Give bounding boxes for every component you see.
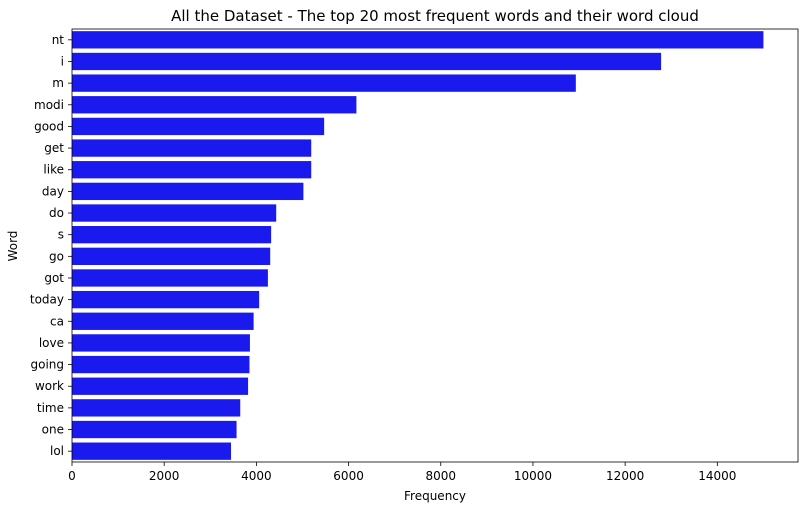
x-axis-label: Frequency bbox=[404, 489, 466, 503]
y-tick-label: love bbox=[39, 336, 64, 350]
bar-do bbox=[72, 204, 277, 222]
bar-today bbox=[72, 290, 260, 309]
y-tick-label: today bbox=[30, 293, 64, 307]
bar-work bbox=[72, 377, 249, 395]
y-tick-label: time bbox=[37, 401, 64, 415]
y-axis-label: Word bbox=[6, 231, 20, 262]
bars-group bbox=[72, 31, 764, 460]
x-axis-ticks: 0 2000 4000 6000 8000 10000 12000 14000 bbox=[68, 462, 736, 483]
y-tick-label: like bbox=[43, 163, 64, 177]
bar-good bbox=[72, 117, 325, 136]
x-tick-label: 2000 bbox=[149, 469, 180, 483]
y-tick-label: go bbox=[49, 249, 64, 263]
y-tick-label: ca bbox=[50, 314, 64, 328]
bar-get bbox=[72, 139, 312, 157]
bar-s bbox=[72, 226, 272, 244]
y-tick-label: good bbox=[34, 119, 64, 133]
bar-m bbox=[72, 74, 576, 92]
y-tick-label: work bbox=[35, 379, 64, 393]
bar-one bbox=[72, 420, 237, 439]
bar-like bbox=[72, 161, 312, 179]
bar-go bbox=[72, 247, 271, 265]
x-tick-label: 6000 bbox=[333, 469, 364, 483]
x-tick-label: 8000 bbox=[425, 469, 456, 483]
x-tick-label: 0 bbox=[68, 469, 76, 483]
y-tick-label: nt bbox=[52, 33, 65, 47]
x-tick-label: 4000 bbox=[241, 469, 272, 483]
y-tick-label: day bbox=[42, 184, 64, 198]
y-tick-label: s bbox=[58, 228, 64, 242]
bar-modi bbox=[72, 96, 357, 114]
bar-lol bbox=[72, 442, 232, 460]
y-tick-label: m bbox=[52, 76, 64, 90]
x-tick-label: 14000 bbox=[698, 469, 736, 483]
plot-frame bbox=[71, 28, 799, 463]
x-tick-label: 10000 bbox=[514, 469, 552, 483]
y-tick-label: lol bbox=[50, 444, 64, 458]
y-tick-label: do bbox=[49, 206, 64, 220]
y-axis-ticks: nt im modi good get like day do s go got today ca lov… bbox=[30, 33, 72, 458]
y-tick-label: one bbox=[42, 423, 64, 437]
y-tick-label: modi bbox=[34, 98, 64, 112]
chart-title: All the Dataset - The top 20 most freque… bbox=[171, 7, 699, 25]
bar-time bbox=[72, 399, 241, 417]
y-tick-label: got bbox=[44, 271, 64, 285]
bar-love bbox=[72, 334, 250, 352]
bar-ca bbox=[72, 312, 254, 330]
bar-got bbox=[72, 269, 268, 287]
bar-nt bbox=[72, 31, 764, 49]
y-tick-label: get bbox=[44, 141, 64, 155]
bar-day bbox=[72, 182, 304, 201]
y-tick-label: going bbox=[30, 358, 64, 372]
y-tick-label: i bbox=[61, 54, 64, 68]
bar-i bbox=[72, 52, 662, 71]
bar-going bbox=[72, 355, 250, 374]
x-tick-label: 12000 bbox=[606, 469, 644, 483]
